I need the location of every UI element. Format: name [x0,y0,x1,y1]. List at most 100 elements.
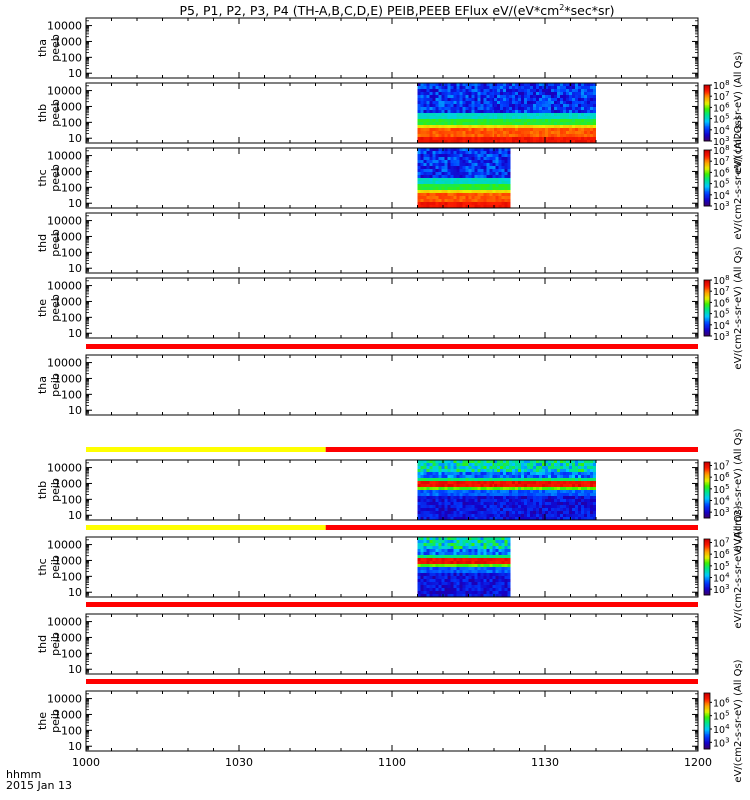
panel-frame [85,277,699,339]
panel-label-probe: thd [36,635,49,653]
y-tick-label: 100 [61,647,82,660]
panel-frame [85,17,699,79]
panel-frame [85,690,699,752]
status-bar-red-thc-peib [325,525,698,530]
colorbar-title: eV/(cm2-s-sr-eV) (All Qs) [733,659,744,782]
colorbar-tick-label: 108 [713,144,730,157]
colorbar-tick-label: 106 [713,296,730,309]
colorbar-tick-label: 104 [713,124,730,137]
x-axis-corner-label-date: 2015 Jan 13 [6,779,72,792]
panel-frame [85,82,699,144]
panel-label-probe: thb [36,481,49,499]
panel-thb-peeb: 10 100 1000 10000 thb peeb [36,82,699,145]
panel-tha-peib: 10 100 1000 10000 tha peib [36,344,699,417]
status-bar-yellow-thb-peib [86,447,326,452]
y-tick-label: 100 [61,116,82,129]
figure-title-tail: *sec*sr) [564,3,614,18]
panel-frame [85,354,699,416]
panel-label-probe: the [36,712,49,730]
colorbar-tick-label: 107 [713,537,730,550]
y-tick-label: 10 [68,509,82,522]
panel-label-probe: thc [36,169,49,186]
y-tick-label: 10000 [47,539,82,552]
y-tick-label: 10 [68,67,82,80]
y-tick-label: 1000 [54,372,82,385]
colorbar-tick-label: 105 [713,710,730,723]
panel-tha-peeb: 10 100 1000 10000 tha peeb [36,17,699,80]
panel-label-product: peib [49,709,62,733]
colorbar-tick-label: 108 [713,274,730,287]
figure-title-superscript: 2 [559,3,564,12]
y-tick-label: 10 [68,740,82,753]
colorbar-tick-label: 103 [713,135,730,148]
y-tick-label: 10000 [47,85,82,98]
y-tick-label: 100 [61,311,82,324]
x-tick-label: 1200 [684,756,712,769]
panel-label-product: peib [49,632,62,656]
status-bar-red-the-peib [86,679,698,684]
colorbar-tick-label: 105 [713,560,730,573]
y-tick-label: 10000 [47,215,82,228]
y-tick-label: 10000 [47,280,82,293]
x-tick-label: 1130 [531,756,559,769]
spectrogram-thb-peeb [417,83,596,143]
colorbar-title: eV/(cm2-s-sr-eV) (All Qs) [733,51,744,174]
y-tick-label: 1000 [54,554,82,567]
y-tick-label: 1000 [54,35,82,48]
panel-label-product: peib [49,478,62,502]
colorbar-tick-label: 104 [713,189,730,202]
y-tick-label: 10 [68,262,82,275]
colorbar-tick-label: 106 [713,471,730,484]
y-tick-label: 10 [68,132,82,145]
y-tick-label: 1000 [54,631,82,644]
colorbar-tick-label: 106 [713,101,730,114]
panel-label-probe: the [36,299,49,317]
y-tick-label: 10 [68,663,82,676]
colorbar-tick-label: 106 [713,548,730,561]
panel-thb-peib: 10 100 1000 10000 thb peib [36,447,699,522]
colorbar-tick-label: 103 [713,736,730,749]
x-tick-label: 1000 [72,756,100,769]
y-tick-label: 10 [68,586,82,599]
y-tick-label: 10000 [47,357,82,370]
colorbar-tick-label: 103 [713,506,730,519]
panel-label-product: peib [49,555,62,579]
y-tick-label: 10 [68,197,82,210]
panel-label-probe: thc [36,558,49,575]
y-tick-label: 10000 [47,150,82,163]
y-tick-label: 1000 [54,295,82,308]
panel-label-probe: thb [36,104,49,122]
y-tick-label: 1000 [54,230,82,243]
panel-label-product: peeb [49,34,62,62]
colorbar-tick-label: 107 [713,460,730,473]
colorbar-tick-label: 106 [713,696,730,709]
colorbar-title: eV/(cm2-s-sr-eV) (All Qs) [733,116,744,239]
y-tick-label: 1000 [54,477,82,490]
panel-label-probe: tha [36,376,49,394]
panel-label-product: peeb [49,99,62,127]
y-tick-label: 10000 [47,20,82,33]
spectrogram-thc-peib [417,537,511,597]
y-tick-label: 1000 [54,708,82,721]
x-tick-label: 1030 [225,756,253,769]
y-tick-label: 100 [61,388,82,401]
y-tick-label: 10 [68,404,82,417]
colorbar-tick-label: 103 [713,583,730,596]
panel-label-product: peeb [49,164,62,192]
spectrogram-thb-peib [417,460,596,520]
panel-label-product: peeb [49,294,62,322]
panel-the-peib: 10 100 1000 10000 the peib [36,679,699,753]
y-tick-label: 100 [61,724,82,737]
colorbar-tick-label: 107 [713,90,730,103]
panel-frame [85,459,699,521]
status-bar-red-thd-peib [86,602,698,607]
y-tick-label: 1000 [54,100,82,113]
panel-thc-peib: 10 100 1000 10000 thc peib [36,525,699,599]
colorbar-tick-label: 103 [713,200,730,213]
